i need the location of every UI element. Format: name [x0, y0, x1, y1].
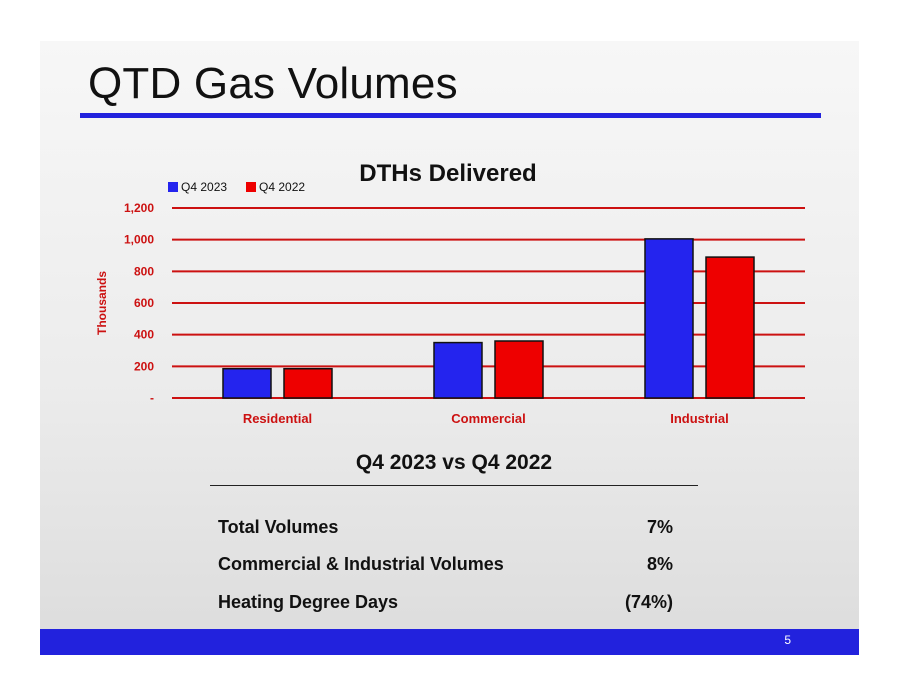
dths-delivered-chart: DTHs Delivered Q4 2023 Q4 2022 Thousands…: [95, 160, 805, 426]
x-tick-label-commercial: Commercial: [451, 411, 525, 426]
x-tick-label-industrial: Industrial: [670, 411, 729, 426]
chart-legend: Q4 2023 Q4 2022: [168, 180, 305, 194]
y-tick-label-0: -: [150, 391, 154, 405]
chart-title: DTHs Delivered: [359, 160, 536, 187]
x-tick-labels: Residential Commercial Industrial: [243, 411, 729, 426]
legend-label-q4-2022: Q4 2022: [259, 180, 305, 194]
y-tick-label-1000: 1,000: [124, 233, 154, 247]
x-tick-label-residential: Residential: [243, 411, 312, 426]
bars: [222, 238, 755, 399]
bar-q4-2022-residential: [283, 367, 333, 399]
comparison-heading: Q4 2023 vs Q4 2022: [355, 451, 553, 474]
y-tick-label-600: 600: [134, 296, 154, 310]
bar-q4-2023-commercial: [433, 341, 483, 399]
comparison-value: 8%: [646, 554, 673, 574]
comparison-label: Heating Degree Days: [218, 592, 399, 612]
bar-q4-2022-industrial: [705, 256, 755, 399]
page-number: 5: [784, 633, 791, 647]
footer-bar: 5: [40, 629, 859, 655]
comparison-value: (74%): [624, 592, 673, 612]
comparison-row-total-volumes: Total Volumes 7%: [218, 515, 673, 543]
title-underline: [80, 113, 821, 118]
y-tick-label-400: 400: [134, 328, 154, 342]
slide: QTD Gas Volumes DTHs Delivered Q4 2023 Q…: [40, 41, 859, 655]
y-tick-label-1200: 1,200: [124, 201, 154, 215]
y-tick-label-200: 200: [134, 359, 154, 373]
comparison-divider: [210, 485, 698, 486]
comparison-label: Total Volumes: [218, 517, 339, 537]
comparison-label: Commercial & Industrial Volumes: [218, 554, 504, 574]
bar-q4-2023-residential: [222, 367, 272, 399]
slide-title: QTD Gas Volumes: [88, 59, 458, 108]
y-axis-label: Thousands: [95, 271, 109, 335]
bar-q4-2023-industrial: [644, 238, 694, 399]
gridlines: [172, 207, 805, 399]
comparison-value: 7%: [646, 517, 673, 537]
legend-swatch-q4-2022: [246, 182, 256, 192]
comparison-row-heating-degree-days: Heating Degree Days (74%): [218, 590, 673, 618]
legend-swatch-q4-2023: [168, 182, 178, 192]
y-tick-label-800: 800: [134, 264, 154, 278]
legend-label-q4-2023: Q4 2023: [181, 180, 227, 194]
bar-q4-2022-commercial: [494, 340, 544, 399]
y-tick-labels: - 200 400 600 800 1,000 1,200: [124, 201, 154, 405]
comparison-row-ci-volumes: Commercial & Industrial Volumes 8%: [218, 552, 673, 580]
